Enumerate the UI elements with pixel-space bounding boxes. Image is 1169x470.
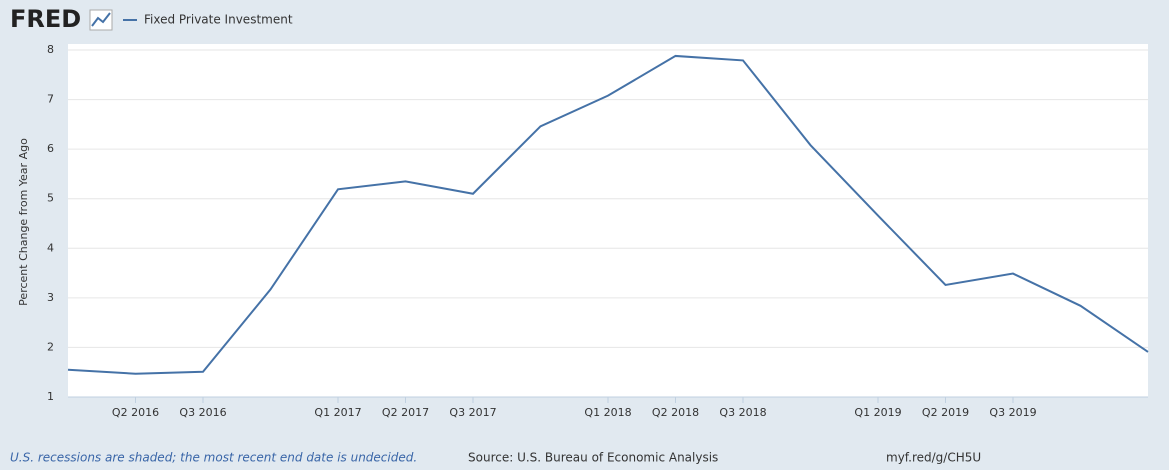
x-tick-label: Q2 2017 xyxy=(382,406,429,419)
footer-link[interactable]: myf.red/g/CH5U xyxy=(886,451,981,465)
x-tick-label: Q3 2018 xyxy=(719,406,766,419)
data-line xyxy=(67,54,1149,375)
x-tick-label: Q2 2016 xyxy=(112,406,159,419)
y-tick-label: 4 xyxy=(47,241,54,254)
y-tick-label: 8 xyxy=(47,43,54,56)
footer-source: Source: U.S. Bureau of Economic Analysis xyxy=(468,451,718,465)
x-tick-label: Q3 2016 xyxy=(179,406,226,419)
footer-note: U.S. recessions are shaded; the most rec… xyxy=(10,451,417,465)
y-axis-label: Percent Change from Year Ago xyxy=(17,138,30,306)
y-tick-label: 7 xyxy=(47,93,54,106)
x-tick-label: Q2 2019 xyxy=(922,406,969,419)
x-tick-label: Q3 2017 xyxy=(449,406,496,419)
legend-label: Fixed Private Investment xyxy=(144,13,293,27)
y-tick-label: 1 xyxy=(47,390,54,403)
x-tick-label: Q3 2019 xyxy=(989,406,1036,419)
x-tick-label: Q2 2018 xyxy=(652,406,699,419)
logo-icon xyxy=(89,9,113,31)
x-tick-label: Q1 2018 xyxy=(584,406,631,419)
plot-area xyxy=(68,44,1148,397)
y-tick-label: 2 xyxy=(47,340,54,353)
x-tick-label: Q1 2019 xyxy=(854,406,901,419)
y-tick-label: 6 xyxy=(47,142,54,155)
y-tick-label: 3 xyxy=(47,291,54,304)
x-tick-label: Q1 2017 xyxy=(314,406,361,419)
y-tick-label: 5 xyxy=(47,192,54,205)
brand-logo[interactable]: FRED xyxy=(10,5,81,33)
